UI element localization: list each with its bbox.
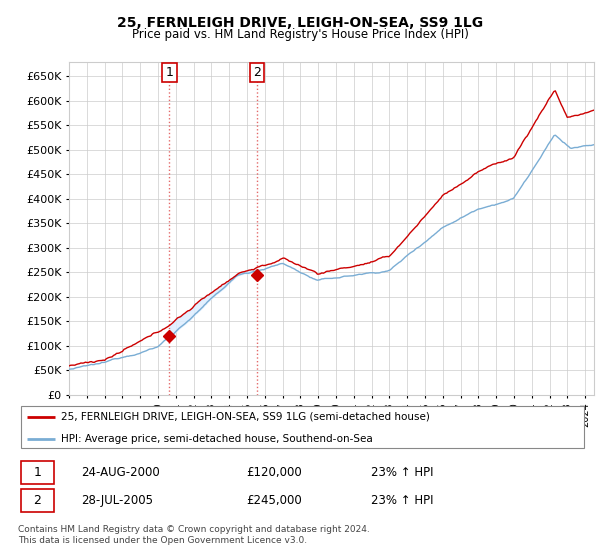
Text: 1: 1 — [166, 66, 173, 79]
Text: 25, FERNLEIGH DRIVE, LEIGH-ON-SEA, SS9 1LG: 25, FERNLEIGH DRIVE, LEIGH-ON-SEA, SS9 1… — [117, 16, 483, 30]
Text: 25, FERNLEIGH DRIVE, LEIGH-ON-SEA, SS9 1LG (semi-detached house): 25, FERNLEIGH DRIVE, LEIGH-ON-SEA, SS9 1… — [61, 412, 430, 422]
Text: 2: 2 — [34, 494, 41, 507]
Text: Contains HM Land Registry data © Crown copyright and database right 2024.
This d: Contains HM Land Registry data © Crown c… — [18, 525, 370, 545]
Text: Price paid vs. HM Land Registry's House Price Index (HPI): Price paid vs. HM Land Registry's House … — [131, 28, 469, 41]
Text: £245,000: £245,000 — [246, 494, 302, 507]
Text: 28-JUL-2005: 28-JUL-2005 — [80, 494, 152, 507]
Text: 23% ↑ HPI: 23% ↑ HPI — [371, 466, 434, 479]
Text: £120,000: £120,000 — [246, 466, 302, 479]
Text: 2: 2 — [253, 66, 261, 79]
Text: 23% ↑ HPI: 23% ↑ HPI — [371, 494, 434, 507]
Text: HPI: Average price, semi-detached house, Southend-on-Sea: HPI: Average price, semi-detached house,… — [61, 435, 373, 445]
FancyBboxPatch shape — [21, 489, 54, 512]
Text: 1: 1 — [34, 466, 41, 479]
FancyBboxPatch shape — [21, 405, 584, 449]
Text: 24-AUG-2000: 24-AUG-2000 — [80, 466, 160, 479]
FancyBboxPatch shape — [21, 460, 54, 484]
